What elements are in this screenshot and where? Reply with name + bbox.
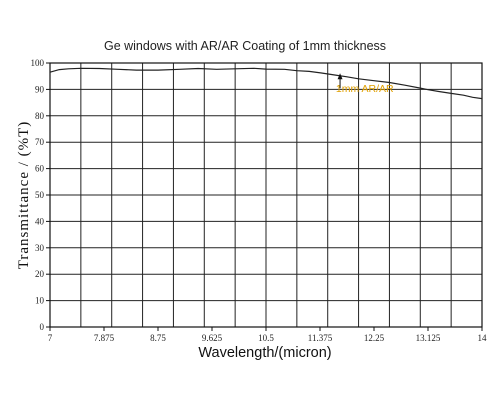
annotation-label: 1mm AR/AR xyxy=(336,83,394,95)
y-tick-label: 20 xyxy=(35,269,45,279)
x-tick-label: 7.875 xyxy=(94,333,115,343)
axes xyxy=(46,62,483,331)
x-tick-label: 11.375 xyxy=(308,333,333,343)
y-tick-label: 10 xyxy=(35,296,45,306)
y-tick-label: 80 xyxy=(35,111,45,121)
y-tick-label: 40 xyxy=(35,216,45,226)
x-tick-label: 12.25 xyxy=(364,333,385,343)
annotation-arrowhead xyxy=(337,73,343,80)
y-tick-label: 90 xyxy=(35,84,45,94)
x-tick-label: 8.75 xyxy=(150,333,166,343)
x-tick-label: 9.625 xyxy=(202,333,223,343)
y-tick-label: 50 xyxy=(35,190,45,200)
x-tick-label: 14 xyxy=(478,333,488,343)
y-axis-label: Transmittance / (%T) xyxy=(16,121,32,270)
y-tick-label: 100 xyxy=(31,58,45,68)
y-tick-label: 70 xyxy=(35,137,45,147)
x-tick-label: 10.5 xyxy=(258,333,274,343)
chart-title: Ge windows with AR/AR Coating of 1mm thi… xyxy=(104,39,386,53)
x-tick-label: 7 xyxy=(48,333,53,343)
series xyxy=(49,67,483,100)
y-tick-label: 0 xyxy=(40,322,45,332)
y-tick-label: 60 xyxy=(35,164,45,174)
y-tick-label: 30 xyxy=(35,243,45,253)
x-axis-label: Wavelength/(micron) xyxy=(198,345,331,361)
grid xyxy=(49,62,483,328)
x-tick-label: 13.125 xyxy=(416,333,441,343)
tick-labels: 0 10 20 30 40 50 60 70 80 90 100 7 7.875 8.75 9.625 10.… xyxy=(31,58,488,343)
series-line xyxy=(49,67,483,100)
annotations: 1mm AR/AR xyxy=(336,73,394,95)
